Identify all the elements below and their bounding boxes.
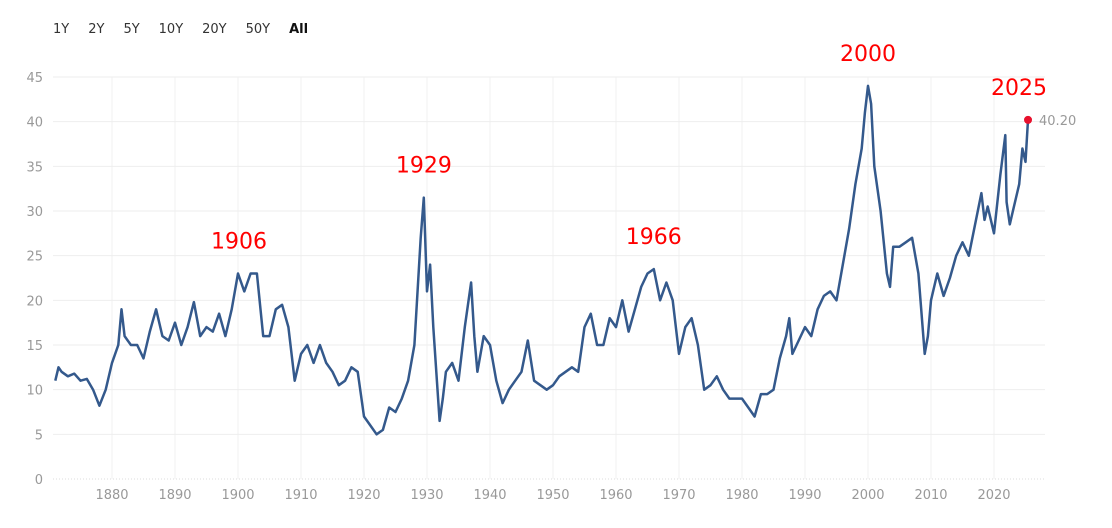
range-button-50y[interactable]: 50Y (245, 22, 271, 37)
range-button-5y[interactable]: 5Y (123, 22, 140, 37)
x-tick-label: 1940 (473, 488, 506, 503)
range-selector: 1Y 2Y 5Y 10Y 20Y 50Y All (53, 22, 327, 37)
x-tick-label: 1960 (599, 488, 632, 503)
x-tick-label: 1930 (410, 488, 443, 503)
x-tick-label: 1910 (284, 488, 317, 503)
x-tick-label: 1990 (788, 488, 821, 503)
x-tick-label: 2020 (977, 488, 1010, 503)
y-tick-label: 0 (35, 473, 43, 488)
cape-series-line (54, 84, 1030, 436)
x-tick-label: 1980 (725, 488, 758, 503)
range-button-2y[interactable]: 2Y (88, 22, 105, 37)
last-data-point (1024, 115, 1033, 124)
x-tick-label: 2000 (851, 488, 884, 503)
y-tick-label: 45 (26, 71, 43, 86)
y-tick-label: 30 (26, 205, 43, 220)
y-tick-label: 35 (26, 160, 43, 175)
last-value-label: 40.20 (1039, 114, 1076, 129)
y-tick-label: 40 (26, 116, 43, 131)
annotation-1966: 1966 (626, 225, 682, 250)
x-tick-label: 1900 (221, 488, 254, 503)
y-tick-label: 20 (26, 294, 43, 309)
annotation-1929: 1929 (396, 154, 452, 179)
annotation-2025: 2025 (991, 76, 1047, 101)
annotation-2000: 2000 (840, 42, 896, 67)
y-tick-label: 15 (26, 339, 43, 354)
y-tick-label: 25 (26, 250, 43, 265)
y-tick-label: 5 (35, 428, 43, 443)
range-button-all[interactable]: All (289, 22, 309, 37)
range-button-10y[interactable]: 10Y (158, 22, 184, 37)
x-tick-label: 1880 (95, 488, 128, 503)
x-tick-label: 2010 (914, 488, 947, 503)
x-tick-label: 1950 (536, 488, 569, 503)
range-button-1y[interactable]: 1Y (53, 22, 70, 37)
y-tick-label: 10 (26, 384, 43, 399)
x-tick-label: 1890 (158, 488, 191, 503)
x-tick-label: 1970 (662, 488, 695, 503)
annotation-1906: 1906 (211, 230, 267, 255)
range-button-20y[interactable]: 20Y (202, 22, 227, 37)
x-tick-label: 1920 (347, 488, 380, 503)
